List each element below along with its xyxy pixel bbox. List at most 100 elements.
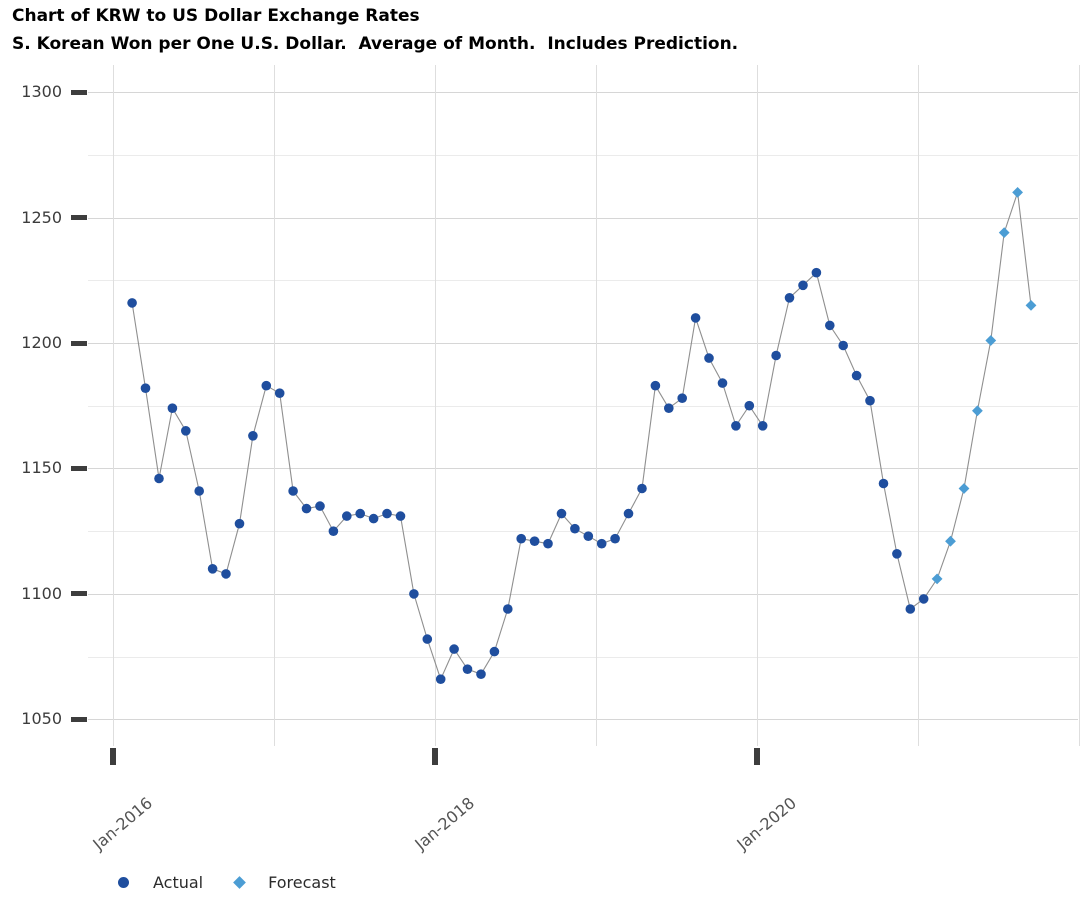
- actual-point: [543, 538, 553, 549]
- x-axis-tick: [753, 748, 760, 765]
- actual-point: [677, 393, 687, 404]
- actual-point: [811, 267, 822, 278]
- x-axis-label: Jan-2020: [732, 793, 800, 854]
- actual-point: [757, 421, 768, 431]
- actual-point: [449, 644, 459, 654]
- forecast-legend-marker-icon: [233, 875, 246, 889]
- actual-point: [140, 383, 151, 394]
- legend: Actual Forecast: [112, 870, 336, 894]
- actual-point: [664, 403, 674, 414]
- actual-point: [529, 536, 540, 546]
- gridline-v-year: [917, 65, 919, 746]
- actual-point: [382, 508, 392, 519]
- forecast-point: [972, 405, 983, 417]
- actual-point: [596, 538, 607, 549]
- actual-point: [516, 533, 526, 544]
- actual-point: [637, 483, 647, 494]
- x-axis-label: Jan-2016: [88, 793, 156, 854]
- forecast-point: [931, 573, 943, 585]
- actual-point: [221, 569, 231, 579]
- actual-point: [556, 508, 567, 519]
- actual-point: [167, 403, 178, 414]
- gridline-v-year: [595, 65, 597, 746]
- actual-point: [422, 634, 433, 644]
- gridline-h-major: [88, 593, 1078, 595]
- actual-point: [905, 604, 916, 614]
- actual-point: [462, 664, 473, 674]
- actual-point: [409, 589, 419, 599]
- actual-point: [744, 400, 755, 411]
- actual-point: [583, 531, 594, 541]
- gridline-v-year: [1078, 65, 1080, 746]
- actual-point: [489, 646, 500, 657]
- chart-subtitle: S. Korean Won per One U.S. Dollar. Avera…: [12, 34, 739, 54]
- actual-point: [274, 388, 285, 399]
- actual-point: [154, 473, 164, 484]
- gridline-h-minor: [88, 531, 1078, 533]
- gridline-v-year: [434, 65, 436, 746]
- actual-point: [892, 549, 902, 559]
- actual-legend-label: Actual: [153, 872, 204, 892]
- gridline-h-major: [88, 92, 1078, 94]
- gridline-h-minor: [88, 656, 1078, 658]
- actual-point: [731, 421, 741, 431]
- x-axis-tick: [431, 748, 438, 765]
- gridline-h-minor: [88, 405, 1078, 407]
- gridline-v-year: [756, 65, 758, 746]
- actual-point: [650, 380, 661, 391]
- series-line: [131, 192, 1032, 681]
- actual-point: [476, 669, 486, 679]
- forecast-legend-label: Forecast: [268, 872, 336, 892]
- y-axis-tick: [71, 215, 87, 221]
- gridline-v-year: [112, 65, 114, 746]
- gridline-h-major: [88, 217, 1078, 219]
- y-axis-label: 1300: [21, 82, 62, 102]
- actual-point: [234, 518, 245, 529]
- actual-point: [288, 486, 298, 496]
- actual-point: [771, 350, 781, 361]
- x-axis-tick: [109, 748, 116, 765]
- y-axis-tick: [71, 465, 87, 471]
- actual-point: [328, 526, 339, 536]
- actual-point: [825, 320, 835, 331]
- series-plot: [127, 187, 1037, 684]
- y-axis-label: 1250: [21, 207, 62, 227]
- y-axis-tick: [71, 89, 87, 95]
- actual-point: [704, 353, 714, 363]
- gridline-v-year: [273, 65, 275, 746]
- forecast-point: [945, 535, 956, 547]
- actual-point: [395, 511, 406, 521]
- actual-point: [127, 298, 137, 308]
- actual-point: [261, 380, 272, 391]
- gridline-h-minor: [88, 154, 1078, 156]
- actual-point: [570, 523, 580, 534]
- actual-point: [435, 674, 446, 684]
- y-axis-label: 1100: [21, 583, 62, 603]
- actual-point: [878, 478, 889, 489]
- gridline-h-major: [88, 468, 1078, 470]
- forecast-point: [1012, 187, 1023, 198]
- gridline-h-major: [88, 343, 1078, 344]
- forecast-point: [985, 335, 997, 346]
- actual-point: [181, 426, 191, 436]
- gridline-h-minor: [88, 280, 1078, 282]
- actual-point: [623, 508, 634, 519]
- actual-legend-marker-icon: [118, 876, 129, 888]
- gridline-h-major: [88, 719, 1078, 721]
- actual-point: [717, 378, 728, 388]
- actual-point: [342, 511, 352, 521]
- actual-point: [865, 395, 875, 406]
- y-axis-label: 1200: [21, 333, 62, 352]
- actual-point: [784, 293, 795, 303]
- actual-point: [355, 508, 365, 519]
- actual-point: [207, 564, 218, 574]
- actual-point: [194, 486, 204, 496]
- y-axis-tick: [71, 716, 87, 722]
- actual-point: [301, 503, 312, 514]
- chart-title: Chart of KRW to US Dollar Exchange Rates: [12, 6, 420, 26]
- forecast-point: [958, 483, 970, 494]
- actual-point: [838, 340, 848, 351]
- actual-point: [690, 313, 701, 323]
- y-axis-label: 1150: [21, 458, 62, 478]
